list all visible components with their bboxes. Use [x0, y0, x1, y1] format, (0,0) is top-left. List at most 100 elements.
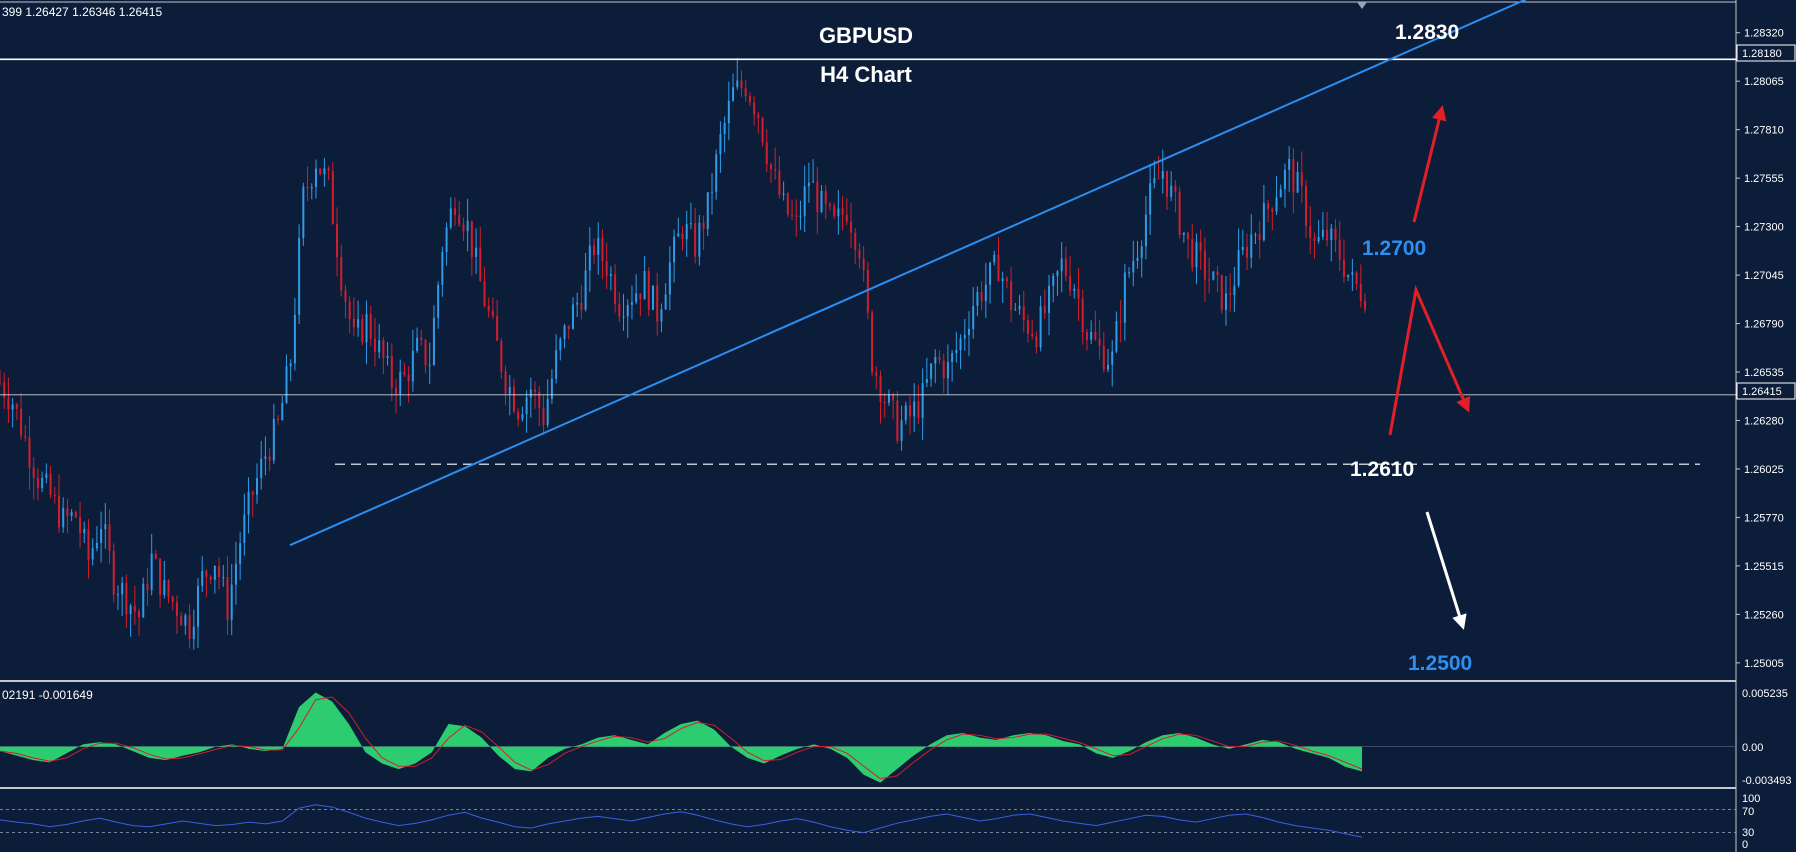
bear-candle [390, 355, 393, 389]
bull-candle [1237, 250, 1240, 286]
chart-shift-marker-icon[interactable] [1357, 2, 1367, 9]
bear-candle [74, 512, 77, 518]
rsi-axis-70: 70 [1742, 806, 1754, 818]
bear-candle [647, 271, 650, 310]
bear-candle [57, 495, 60, 528]
bear-candle [1292, 158, 1295, 193]
bear-candle [1077, 288, 1080, 300]
bear-candle [66, 508, 69, 516]
bear-candle [167, 580, 170, 597]
bull-candle [782, 193, 785, 195]
bear-candle [133, 605, 136, 612]
bear-candle [757, 114, 760, 119]
bear-candle [639, 293, 642, 300]
bull-candle [314, 168, 317, 187]
bear-candle [175, 602, 178, 616]
bear-candle [3, 382, 6, 398]
bear-candle [336, 224, 339, 258]
bear-candle [159, 558, 162, 596]
bear-candle [1246, 246, 1249, 258]
bull-candle [626, 304, 629, 317]
bull-candle [323, 168, 326, 175]
bear-candle [656, 285, 659, 322]
bull-candle [904, 405, 907, 421]
bear-candle [1313, 237, 1316, 242]
bull-candle [799, 215, 802, 217]
bull-candle [1111, 351, 1114, 365]
bull-candle [1212, 271, 1215, 280]
bear-candle [567, 325, 570, 330]
candlestick-series [0, 57, 1366, 650]
bear-candle [1085, 332, 1088, 340]
bear-candle [1199, 241, 1202, 251]
bull-candle [706, 192, 709, 229]
bull-candle [475, 247, 478, 257]
bear-candle [188, 615, 191, 640]
bull-candle [597, 238, 600, 255]
bear-candle [1069, 276, 1072, 291]
bear-candle [774, 169, 777, 171]
bull-candle [584, 270, 587, 310]
bull-candle [1330, 228, 1333, 241]
ascending-trendline[interactable] [289, 0, 1562, 547]
bull-candle [698, 222, 701, 257]
bullish-arrow-icon [1412, 105, 1447, 223]
bull-candle [142, 583, 145, 618]
bull-candle [230, 584, 233, 620]
bull-candle [521, 414, 524, 420]
bull-candle [1107, 364, 1110, 370]
bear-candle [1191, 238, 1194, 268]
bull-candle [260, 458, 263, 479]
bull-candle [466, 220, 469, 232]
bear-candle [1300, 172, 1303, 186]
bull-candle [609, 274, 612, 276]
macd-axis-top: 0.005235 [1742, 688, 1788, 700]
bull-candle [660, 309, 663, 322]
bull-candle [11, 404, 14, 410]
bull-candle [432, 317, 435, 365]
price-tick-label: 1.26535 [1744, 367, 1784, 379]
price-tick-label: 1.25770 [1744, 512, 1784, 524]
bull-candle [1351, 272, 1354, 275]
price-tick-label: 1.28320 [1744, 28, 1784, 40]
bear-candle [1157, 178, 1160, 180]
bull-candle [1241, 246, 1244, 251]
bull-candle [732, 87, 735, 101]
bear-candle [1064, 258, 1067, 277]
bull-candle [955, 349, 958, 354]
bull-candle [1233, 285, 1236, 296]
bear-candle [854, 232, 857, 250]
price-tick-label: 1.25260 [1744, 609, 1784, 621]
bear-candle [917, 401, 920, 418]
macd-pane [0, 692, 1736, 783]
price-tick-label: 1.27810 [1744, 125, 1784, 137]
bull-candle [1018, 306, 1021, 310]
bull-candle [1056, 271, 1059, 276]
bear-candle [79, 517, 82, 534]
bear-candle [180, 615, 183, 626]
bear-candle [1010, 281, 1013, 310]
bear-candle [542, 408, 545, 426]
bear-candle [681, 233, 684, 240]
bull-candle [1250, 234, 1253, 258]
bull-candle [1149, 183, 1152, 215]
bull-candle [378, 340, 381, 353]
bear-candle [470, 220, 473, 257]
price-tick-label: 1.28065 [1744, 76, 1784, 88]
bear-candle [479, 247, 482, 282]
bull-candle [723, 123, 726, 135]
chart-title: GBPUSD [819, 23, 913, 48]
bull-candle [255, 478, 258, 495]
bull-candle [972, 305, 975, 330]
bull-candle [298, 237, 301, 315]
bear-candle [340, 257, 343, 291]
bull-candle [116, 594, 119, 596]
bull-candle [989, 262, 992, 285]
bear-candle [1338, 239, 1341, 260]
bull-candle [441, 252, 444, 285]
bear-candle [395, 388, 398, 395]
bull-candle [529, 389, 532, 398]
bull-candle [1090, 332, 1093, 340]
